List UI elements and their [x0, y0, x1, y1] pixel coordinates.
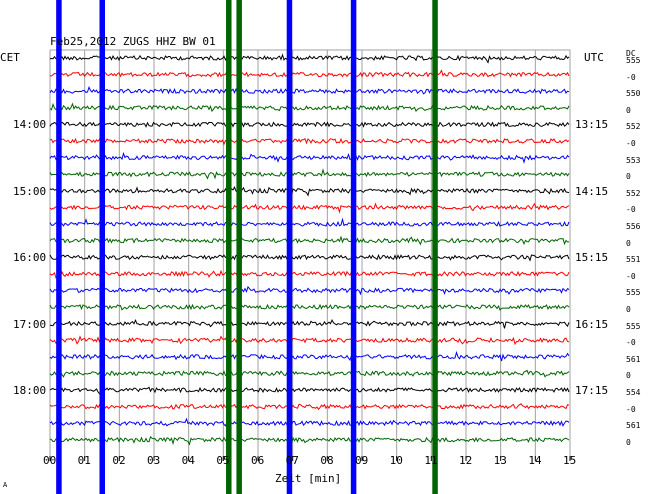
seismic-trace: [49, 403, 570, 411]
dc-value: 0: [626, 172, 631, 182]
cet-time-label: 14:00: [13, 118, 47, 132]
seismic-trace: [49, 335, 570, 346]
dc-value: 551: [626, 255, 641, 265]
dc-value: 556: [626, 222, 641, 231]
x-tick-label: 09: [355, 454, 369, 467]
dc-value: 555: [626, 56, 641, 65]
x-tick-label: 12: [459, 454, 473, 467]
dc-value: -0: [626, 205, 636, 215]
x-tick-label: 02: [112, 454, 126, 467]
x-tick-label: 07: [285, 454, 299, 467]
cet-time-label: 15:00: [13, 184, 47, 198]
dc-value: 561: [626, 354, 641, 364]
dc-value: 0: [626, 371, 631, 381]
dc-value: 0: [626, 105, 631, 115]
left-axis-label: CET: [0, 51, 20, 64]
seismic-trace: [49, 269, 570, 281]
dc-value: 550: [626, 89, 641, 99]
utc-time-label: 15:15: [575, 251, 609, 265]
utc-time-label: 17:15: [575, 384, 609, 397]
x-tick-label: 04: [181, 454, 195, 467]
seismic-trace: [49, 303, 570, 311]
corner-mark: A: [3, 481, 8, 489]
seismic-trace: [49, 151, 570, 164]
seismic-trace: [49, 435, 570, 446]
seismic-trace: [49, 53, 570, 64]
x-tick-label: 13: [493, 454, 507, 467]
x-tick-label: 06: [251, 454, 265, 467]
x-tick-label: 05: [216, 454, 230, 467]
seismic-trace: [49, 102, 570, 113]
dc-value: 0: [626, 238, 631, 248]
seismic-trace: [49, 285, 570, 296]
dc-value: 561: [626, 421, 641, 431]
x-tick-label: 08: [320, 454, 334, 467]
dc-value: 555: [626, 321, 641, 331]
seismic-trace: [49, 235, 569, 246]
seismic-trace: [49, 369, 570, 378]
seismic-traces: [49, 53, 570, 446]
seismic-trace: [49, 69, 570, 78]
x-tick-label: 03: [147, 454, 161, 467]
dc-value: 552: [626, 188, 641, 198]
dc-value: 552: [626, 122, 641, 132]
cet-time-label: 16:00: [13, 251, 47, 265]
utc-time-label: 14:15: [575, 184, 609, 198]
x-tick-label: 00: [43, 454, 57, 467]
dc-value: 555: [626, 288, 641, 298]
seismic-trace: [49, 350, 570, 362]
dc-value: -0: [626, 338, 636, 348]
dc-value: -0: [626, 72, 636, 82]
seismic-trace: [49, 121, 570, 128]
x-axis-label: Zeit [min]: [275, 472, 342, 485]
dc-value: 553: [626, 155, 641, 165]
dc-value: 0: [626, 305, 631, 314]
event-bursts: [56, 0, 438, 494]
seismic-trace: [49, 186, 570, 197]
seismic-trace: [49, 318, 570, 329]
x-tick-label: 15: [563, 454, 577, 467]
dc-header: DC: [626, 49, 636, 58]
seismic-trace: [49, 137, 570, 146]
right-axis-label: UTC: [584, 51, 604, 64]
chart-title: Feb25,2012 ZUGS HHZ BW 01: [50, 35, 216, 48]
cet-time-label: 17:00: [13, 317, 47, 331]
seismic-trace: [49, 85, 570, 95]
dc-value: 0: [626, 437, 631, 447]
seismic-trace: [49, 217, 570, 227]
seismic-trace: [49, 417, 570, 427]
dc-value: 554: [626, 388, 641, 397]
utc-time-label: 13:15: [575, 118, 609, 132]
x-tick-label: 10: [389, 454, 403, 467]
dc-value: -0: [626, 271, 636, 281]
x-tick-label: 14: [528, 454, 542, 467]
seismic-trace: [49, 168, 570, 180]
seismic-trace: [49, 253, 570, 262]
seismic-trace: [49, 386, 570, 395]
seismic-trace: [49, 202, 570, 214]
utc-time-label: 16:15: [575, 317, 609, 331]
time-grid: [49, 49, 571, 461]
cet-time-label: 18:00: [13, 384, 47, 397]
dc-value: -0: [626, 404, 636, 414]
dc-value: -0: [626, 139, 636, 148]
x-tick-label: 11: [424, 454, 438, 467]
x-tick-label: 01: [77, 454, 91, 467]
